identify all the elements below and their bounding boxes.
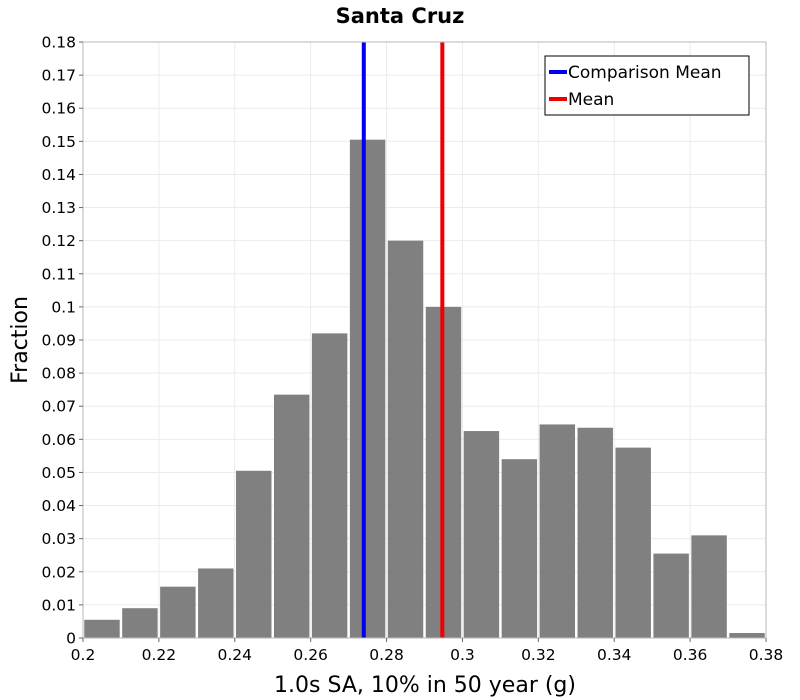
x-tick-label: 0.24: [218, 646, 253, 664]
histogram-bar: [311, 333, 348, 638]
histogram-bar: [198, 568, 234, 638]
histogram-bar: [122, 608, 158, 638]
chart-title: Santa Cruz: [336, 4, 465, 28]
histogram-bar: [84, 619, 120, 638]
x-tick-label: 0.36: [673, 646, 708, 664]
y-tick-label: 0.02: [41, 563, 76, 581]
y-tick-label: 0.07: [41, 398, 76, 416]
y-tick-label: 0.05: [41, 464, 76, 482]
x-tick-label: 0.32: [521, 646, 556, 664]
reference-lines: [361, 42, 445, 638]
histogram-bar: [691, 535, 727, 638]
histogram-bar: [615, 447, 651, 638]
legend-label-mean: Mean: [568, 90, 614, 110]
y-tick-label: 0.09: [41, 332, 76, 350]
x-tick-label: 0.2: [71, 646, 96, 664]
y-tick-label: 0.13: [41, 199, 76, 217]
bars: [84, 139, 765, 638]
y-tick-label: 0.16: [41, 100, 76, 118]
y-tick-label: 0.1: [51, 298, 76, 316]
histogram-bar: [539, 424, 576, 638]
y-tick-label: 0.08: [41, 365, 76, 383]
histogram-bar: [387, 240, 424, 638]
y-tick-label: 0: [66, 630, 76, 648]
y-tick-label: 0.01: [41, 596, 76, 614]
y-tick-label: 0.03: [41, 530, 76, 548]
y-tick-label: 0.14: [41, 166, 76, 184]
x-tick-label: 0.26: [293, 646, 328, 664]
legend-label-comparison-mean: Comparison Mean: [568, 63, 722, 83]
y-tick-label: 0.06: [41, 431, 76, 449]
y-tick-label: 0.12: [41, 232, 76, 250]
y-tick-label: 0.04: [41, 497, 76, 515]
histogram-bar: [273, 394, 310, 638]
histogram-bar: [501, 459, 538, 638]
legend: Comparison Mean Mean: [544, 55, 750, 116]
x-axis-label: 1.0s SA, 10% in 50 year (g): [274, 673, 576, 698]
x-tick-label: 0.22: [142, 646, 177, 664]
y-axis-label: Fraction: [8, 296, 33, 384]
histogram-bar: [729, 633, 765, 638]
x-tick-label: 0.3: [450, 646, 475, 664]
y-axis-ticks: 0 0.01 0.02 0.03 0.04 0.05 0.06 0.07 0.08 0.09 0.1…: [41, 34, 83, 648]
grid: [82, 41, 767, 639]
x-tick-label: 0.34: [597, 646, 632, 664]
y-tick-label: 0.18: [41, 34, 76, 52]
y-tick-label: 0.11: [41, 265, 76, 283]
y-tick-label: 0.15: [41, 133, 76, 151]
x-tick-label: 0.38: [749, 646, 784, 664]
histogram-bar: [653, 553, 689, 638]
histogram-bar: [577, 427, 613, 638]
x-tick-label: 0.28: [369, 646, 404, 664]
legend-box: [544, 55, 750, 116]
histogram-bar: [349, 139, 386, 638]
histogram-bar: [160, 586, 196, 638]
y-tick-label: 0.17: [41, 67, 76, 85]
histogram-bar: [463, 431, 500, 638]
histogram-bar: [236, 470, 272, 638]
x-axis-ticks: 0.2 0.22 0.24 0.26 0.28 0.3 0.32 0.34 0.36 0.38: [71, 638, 784, 664]
